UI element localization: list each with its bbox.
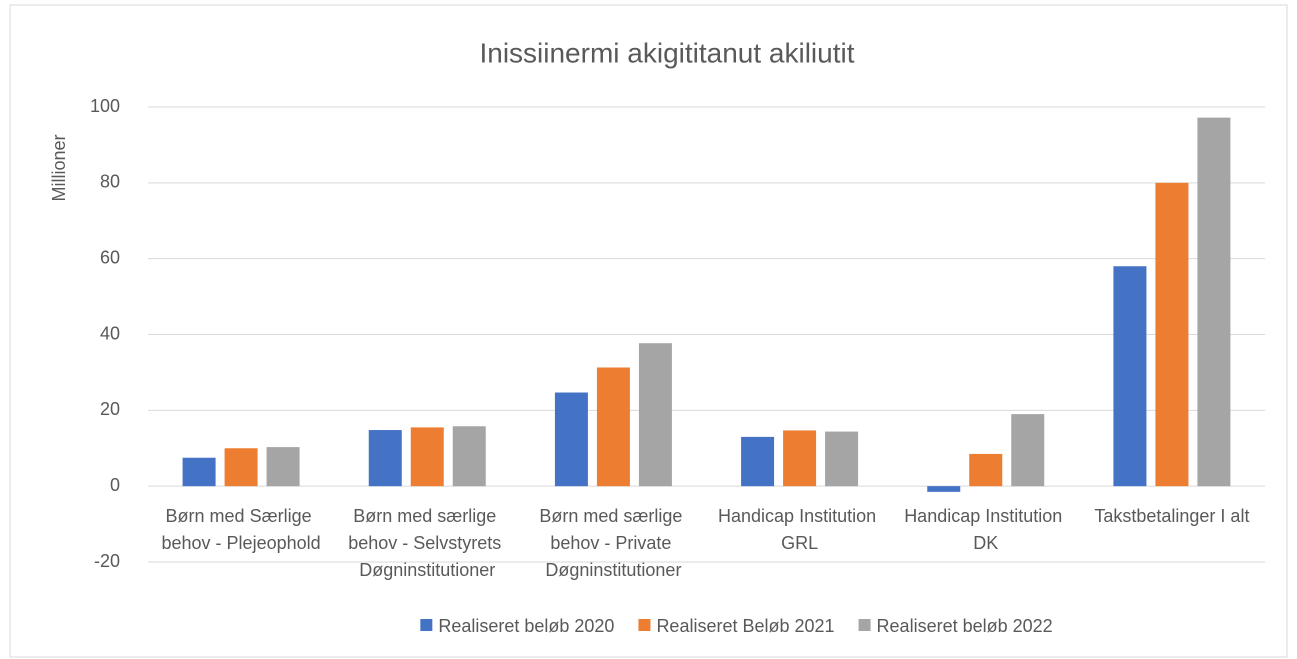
y-tick-label: 80: [100, 172, 120, 192]
x-tick-label: Takstbetalinger I alt: [1094, 506, 1249, 526]
y-tick-label: 20: [100, 399, 120, 419]
legend-label: Realiseret beløb 2020: [438, 616, 614, 636]
bar: [1155, 182, 1189, 487]
bar: [927, 486, 961, 492]
bar: [969, 453, 1003, 487]
legend-label: Realiseret Beløb 2021: [656, 616, 834, 636]
bar: [1197, 117, 1231, 487]
y-tick-label: 0: [110, 475, 120, 495]
bar: [596, 367, 630, 487]
legend-swatch: [638, 619, 651, 631]
bar: [638, 343, 672, 487]
legend-swatch: [420, 619, 433, 631]
bar: [741, 436, 775, 487]
x-tick-label: Handicap Institution GRL: [718, 506, 881, 553]
x-tick-label: Børn med særlige behov - Private Døgnins…: [539, 506, 687, 580]
bar: [452, 426, 486, 487]
x-tick-label: Handicap Institution DK: [904, 506, 1067, 553]
bar: [1113, 266, 1147, 487]
bar: [224, 448, 258, 487]
legend-swatch: [858, 619, 871, 631]
bar: [825, 431, 859, 487]
x-tick-label: Børn med Særlige behov - Plejeophold: [162, 506, 321, 553]
y-tick-label: 100: [90, 96, 120, 116]
bar: [410, 427, 444, 487]
bar: [1011, 414, 1045, 487]
y-tick-label: -20: [94, 551, 120, 571]
legend-label: Realiseret beløb 2022: [877, 616, 1053, 636]
x-tick-label: Børn med særlige behov - Selvstyrets Døg…: [348, 506, 506, 580]
chart-frame: [9, 4, 1288, 658]
y-tick-label: 60: [100, 247, 120, 267]
bar: [182, 457, 216, 487]
bar: [783, 430, 817, 487]
y-axis-label: Millioner: [49, 134, 69, 201]
chart-title: Inissiinermi akigititanut akiliutit: [479, 37, 854, 68]
bar: [368, 430, 402, 487]
y-tick-label: 40: [100, 323, 120, 343]
bar: [266, 447, 300, 487]
bar: [554, 392, 588, 487]
